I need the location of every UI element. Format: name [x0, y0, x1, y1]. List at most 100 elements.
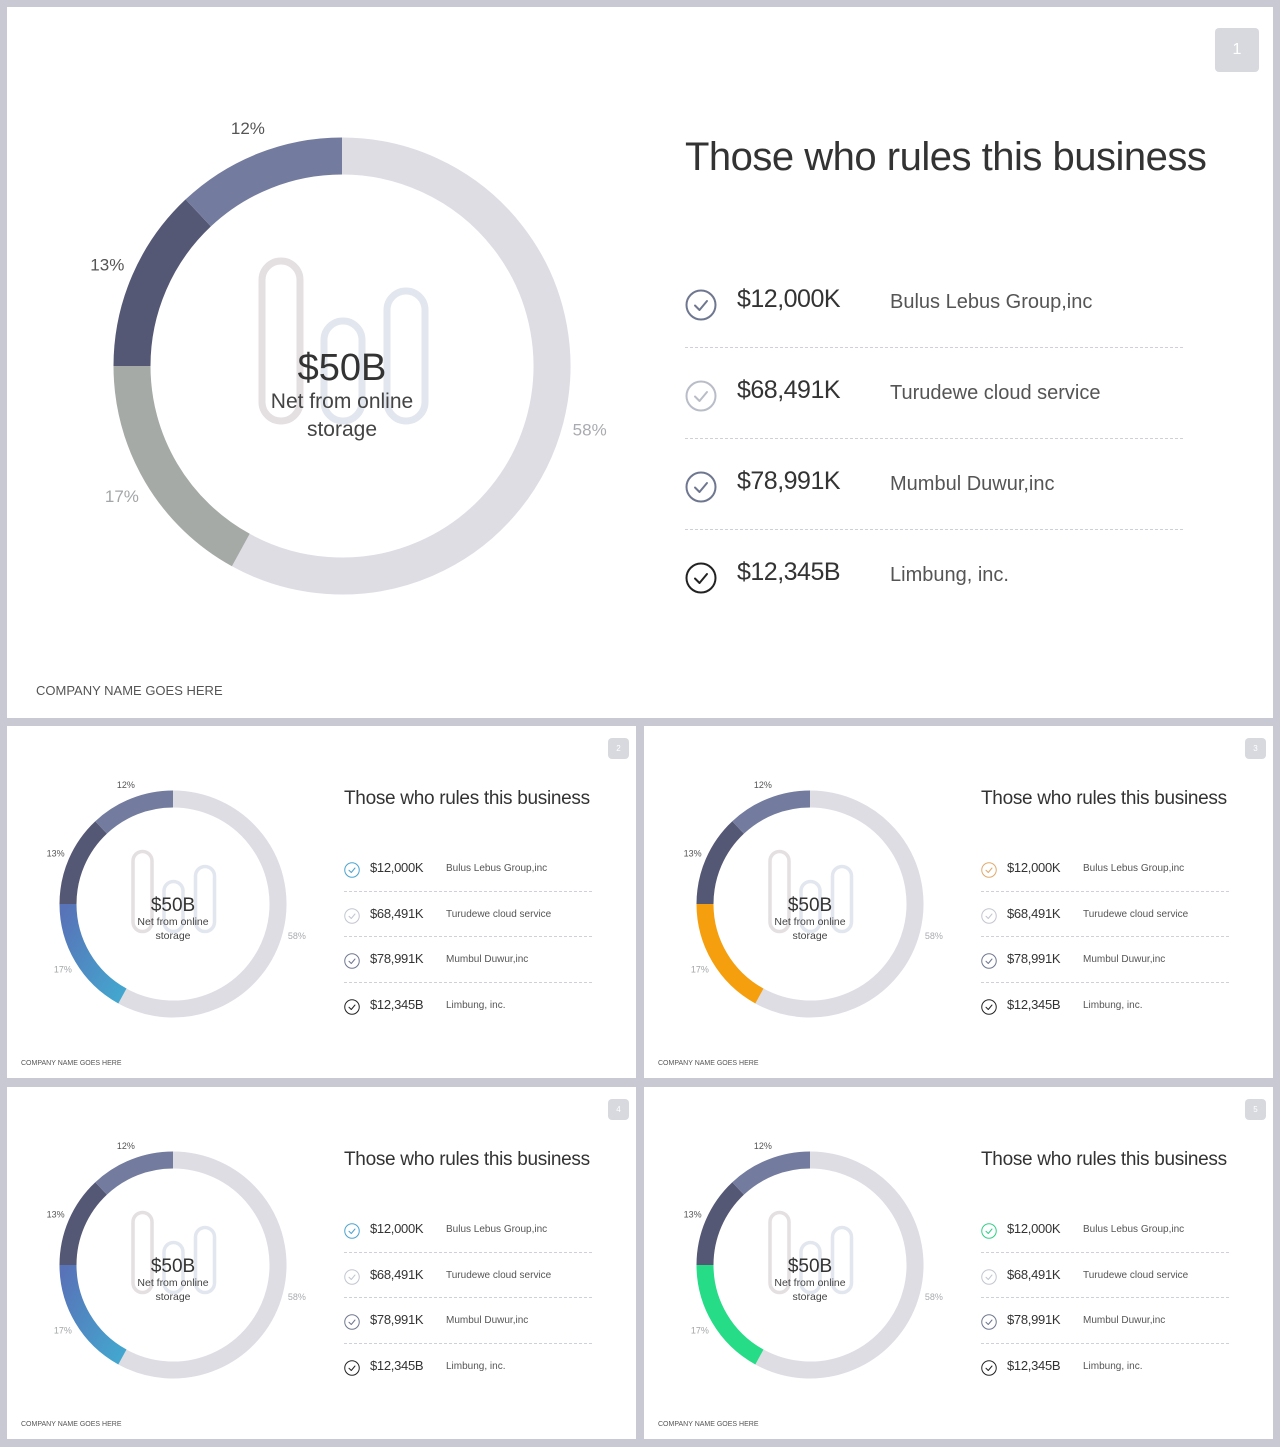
divider — [981, 1342, 1229, 1344]
check-circle-icon — [344, 907, 360, 924]
company-name: Bulus Lebus Group,inc — [446, 1224, 548, 1235]
donut-segment-13 — [59, 1182, 108, 1266]
divider — [344, 1297, 592, 1298]
donut-label-12: 12% — [754, 780, 772, 790]
list-item: $12,000K Bulus Lebus Group,inc — [685, 257, 1183, 348]
amount: $68,491K — [370, 1266, 424, 1282]
donut-segment-17 — [696, 1264, 764, 1365]
decorative-bar-icon — [830, 1225, 854, 1295]
company-name: Mumbul Duwur,inc — [1083, 1315, 1166, 1326]
divider — [344, 1342, 592, 1344]
amount: $78,991K — [1007, 1312, 1061, 1327]
slide-4: 58% 17% 13% 12% $50B Net from online storage 4… — [7, 1087, 636, 1439]
divider — [981, 981, 1229, 983]
list-item: $68,491K Turudewe cloud service — [344, 892, 592, 937]
check-circle-icon — [981, 1223, 997, 1239]
check-circle-icon — [981, 1359, 997, 1376]
list-item: $12,345B Limbung, inc. — [981, 983, 1229, 1029]
company-name: Limbung, inc. — [446, 1360, 506, 1372]
company-name: Mumbul Duwur,inc — [1083, 954, 1166, 965]
company-name: Turudewe cloud service — [890, 382, 1101, 404]
decorative-bar-icon — [258, 257, 304, 425]
company-footer: COMPANY NAME GOES HERE — [658, 1060, 759, 1067]
list-item: $12,345B Limbung, inc. — [685, 530, 1183, 621]
check-circle-icon — [981, 862, 997, 878]
page-number: 4 — [608, 1099, 629, 1120]
list-item: $68,491K Turudewe cloud service — [981, 1253, 1229, 1298]
slide-title: Those who rules this business — [685, 135, 1207, 179]
decorative-bar-icon — [193, 1225, 217, 1295]
center-caption: storage — [155, 930, 190, 942]
donut-segment-58 — [118, 1151, 287, 1379]
slide-5: 58% 17% 13% 12% $50B Net from online storage 5… — [644, 1087, 1273, 1439]
check-circle-icon — [344, 998, 360, 1015]
company-name: Turudewe cloud service — [1083, 908, 1189, 920]
slide-1: 58% 17% 13% 12% $50B Net from online storage 1… — [7, 7, 1273, 718]
amount: $12,345B — [737, 558, 841, 586]
donut-label-17: 17% — [691, 1325, 709, 1335]
list-item: $68,491K Turudewe cloud service — [685, 348, 1183, 439]
company-name: Bulus Lebus Group,inc — [1083, 1224, 1185, 1235]
donut-segment-12 — [185, 137, 343, 227]
list-item: $68,491K Turudewe cloud service — [981, 892, 1229, 937]
list-item: $68,491K Turudewe cloud service — [344, 1253, 592, 1298]
divider — [344, 981, 592, 983]
amount: $68,491K — [1007, 905, 1061, 921]
donut-label-58: 58% — [288, 931, 306, 941]
donut-label-17: 17% — [691, 964, 709, 974]
donut-segment-13 — [113, 199, 212, 367]
center-value: $50B — [788, 895, 832, 916]
center-caption: storage — [792, 1291, 827, 1303]
slide-2: 58% 17% 13% 12% $50B Net from online storage 2… — [7, 726, 636, 1078]
donut-label-17: 17% — [54, 964, 72, 974]
donut-segment-12 — [95, 1151, 174, 1195]
donut-label-12: 12% — [117, 780, 135, 790]
decorative-bar-icon — [383, 287, 429, 425]
donut-label-13: 13% — [90, 255, 124, 274]
divider — [981, 890, 1229, 892]
amount: $78,991K — [370, 951, 424, 966]
donut-segment-12 — [732, 1151, 811, 1195]
donut-label-58: 58% — [288, 1292, 306, 1302]
divider — [344, 890, 592, 892]
list-item: $78,991K Mumbul Duwur,inc — [344, 937, 592, 983]
decorative-bar-icon — [131, 849, 154, 934]
amount: $12,000K — [370, 860, 424, 875]
check-circle-icon — [344, 862, 360, 878]
donut-label-12: 12% — [754, 1141, 772, 1151]
page-number: 2 — [608, 738, 629, 759]
check-circle-icon — [344, 1359, 360, 1376]
decorative-bar-icon — [162, 1240, 185, 1295]
donut-label-13: 13% — [47, 1209, 65, 1219]
center-caption: storage — [155, 1291, 190, 1303]
amount: $12,345B — [370, 1357, 424, 1373]
divider — [344, 1251, 592, 1253]
company-name: Bulus Lebus Group,inc — [1083, 863, 1185, 874]
donut-segment-13 — [696, 1182, 745, 1266]
check-circle-icon — [981, 998, 997, 1015]
slide-3: 58% 17% 13% 12% $50B Net from online storage 3… — [644, 726, 1273, 1078]
divider — [685, 529, 1183, 530]
list-item: $12,345B Limbung, inc. — [344, 983, 592, 1029]
company-name: Limbung, inc. — [1083, 1360, 1143, 1372]
divider — [981, 1297, 1229, 1298]
donut-label-17: 17% — [54, 1325, 72, 1335]
divider — [685, 347, 1183, 348]
center-value: $50B — [298, 347, 387, 389]
check-circle-icon — [981, 1314, 997, 1330]
list-item: $78,991K Mumbul Duwur,inc — [981, 937, 1229, 983]
donut-segment-12 — [732, 790, 811, 834]
company-footer: COMPANY NAME GOES HERE — [36, 683, 223, 698]
list-item: $12,000K Bulus Lebus Group,inc — [344, 1207, 592, 1253]
donut-segment-12 — [95, 790, 174, 834]
company-name: Mumbul Duwur,inc — [446, 1315, 529, 1326]
divider — [981, 936, 1229, 937]
donut-segment-17 — [59, 903, 127, 1004]
donut-label-13: 13% — [684, 848, 702, 858]
donut-label-58: 58% — [925, 1292, 943, 1302]
check-circle-icon — [981, 953, 997, 969]
donut-label-58: 58% — [573, 421, 607, 440]
check-circle-icon — [685, 380, 717, 412]
